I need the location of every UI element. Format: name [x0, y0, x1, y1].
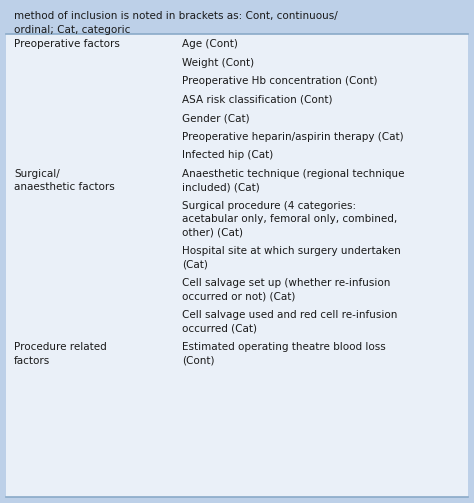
Text: factors: factors: [14, 356, 50, 366]
Text: method of inclusion is noted in brackets as: Cont, continuous/: method of inclusion is noted in brackets…: [14, 11, 338, 21]
Text: Weight (Cont): Weight (Cont): [182, 57, 255, 67]
Text: Hospital site at which surgery undertaken: Hospital site at which surgery undertake…: [182, 246, 401, 256]
Text: anaesthetic factors: anaesthetic factors: [14, 182, 115, 192]
FancyBboxPatch shape: [0, 6, 474, 32]
Text: Cell salvage set up (whether re-infusion: Cell salvage set up (whether re-infusion: [182, 278, 391, 288]
Text: Gender (Cat): Gender (Cat): [182, 113, 250, 123]
Text: Infected hip (Cat): Infected hip (Cat): [182, 150, 274, 160]
Text: ordinal; Cat, categoric: ordinal; Cat, categoric: [14, 25, 131, 35]
Text: Age (Cont): Age (Cont): [182, 39, 238, 49]
Text: Preoperative heparin/aspirin therapy (Cat): Preoperative heparin/aspirin therapy (Ca…: [182, 131, 404, 141]
Text: Surgical/: Surgical/: [14, 169, 60, 179]
Text: (Cont): (Cont): [182, 356, 215, 366]
Text: Preoperative Hb concentration (Cont): Preoperative Hb concentration (Cont): [182, 76, 378, 86]
Text: (Cat): (Cat): [182, 260, 209, 270]
FancyBboxPatch shape: [6, 34, 468, 497]
Text: Anaesthetic technique (regional technique: Anaesthetic technique (regional techniqu…: [182, 169, 405, 179]
Text: Preoperative factors: Preoperative factors: [14, 39, 120, 49]
Text: Surgical procedure (4 categories:: Surgical procedure (4 categories:: [182, 201, 356, 210]
Text: included) (Cat): included) (Cat): [182, 182, 260, 192]
Text: Estimated operating theatre blood loss: Estimated operating theatre blood loss: [182, 342, 386, 352]
Text: Cell salvage used and red cell re-infusion: Cell salvage used and red cell re-infusi…: [182, 310, 398, 320]
Text: occurred (Cat): occurred (Cat): [182, 323, 257, 333]
Text: other) (Cat): other) (Cat): [182, 227, 244, 237]
Text: acetabular only, femoral only, combined,: acetabular only, femoral only, combined,: [182, 214, 398, 224]
Text: ASA risk classification (Cont): ASA risk classification (Cont): [182, 95, 333, 105]
Text: occurred or not) (Cat): occurred or not) (Cat): [182, 292, 296, 301]
Text: Procedure related: Procedure related: [14, 342, 107, 352]
